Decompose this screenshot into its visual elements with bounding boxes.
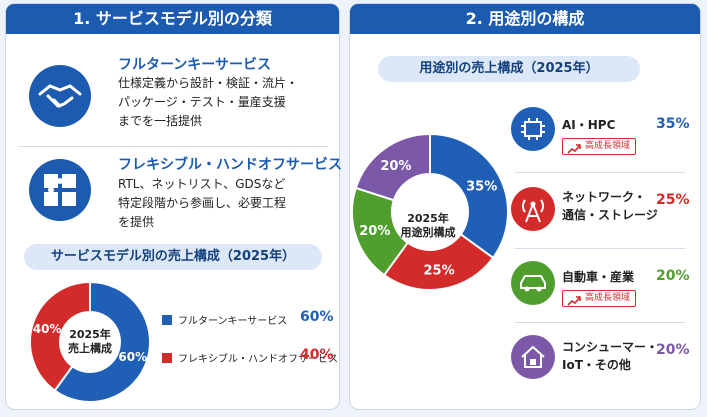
right-header: 2. 用途別の構成	[350, 4, 700, 34]
ai-icon	[511, 107, 555, 151]
category-value: 20%	[656, 342, 690, 358]
legend-swatch	[162, 315, 172, 325]
tag: 高成長領域	[562, 290, 637, 307]
value-label: 40%	[33, 322, 62, 336]
service-desc: RTL、ネットリスト、GDSなど 特定段階から参画し、必要工程 を提供	[118, 177, 287, 229]
center-label: 2025年 用途別構成	[400, 212, 456, 239]
category-label: コンシューマー・ IoT・その他	[562, 340, 659, 372]
category-value: 20%	[656, 268, 690, 284]
service-name: フレキシブル・ハンドオフサービス	[118, 157, 342, 173]
donut-segment	[354, 132, 431, 202]
donut-segment	[382, 232, 495, 291]
service-desc: 仕様定義から設計・検証・流片・ パッケージ・テスト・量産支援 までを一括提供	[118, 76, 299, 128]
donut: 60% 40%	[29, 280, 151, 403]
legend-swatch	[162, 353, 172, 363]
tag-icon	[567, 140, 581, 154]
value-label: 20%	[380, 159, 411, 174]
legend-value: 40%	[300, 347, 334, 363]
donut: 35% 25% 20% 20%	[351, 132, 509, 291]
legend-label: フルターンキーサービス	[178, 316, 288, 327]
divider	[515, 322, 685, 323]
donut-segment	[53, 280, 151, 403]
service-name: フルターンキーサービス	[118, 57, 272, 73]
chart-title: 用途別の売上構成（2025年）	[378, 56, 640, 82]
category-value: 35%	[656, 116, 690, 132]
value-label: 60%	[118, 350, 147, 364]
value-label: 25%	[424, 263, 455, 278]
tag: 高成長領域	[562, 138, 637, 155]
value-label: 20%	[359, 224, 390, 239]
car-icon	[511, 261, 555, 305]
divider	[515, 248, 685, 249]
tag-icon	[567, 292, 581, 306]
donut-segment	[429, 132, 509, 260]
handshake-icon	[29, 65, 91, 127]
category-value: 25%	[656, 192, 690, 208]
puzzle-icon	[29, 159, 91, 221]
category-label: ネットワーク・ 通信・ストレージ	[562, 190, 658, 222]
chart-title: サービスモデル別の売上構成（2025年）	[24, 244, 322, 270]
tower-icon	[511, 187, 555, 231]
legend-label: フレキシブル・ハンドオフサービス	[178, 354, 338, 365]
divider	[515, 172, 685, 173]
legend-value: 60%	[300, 309, 334, 325]
home-icon	[511, 335, 555, 379]
value-label: 35%	[466, 180, 497, 195]
category-label: 自動車・産業	[562, 270, 635, 284]
category-label: AI・HPC	[562, 118, 616, 132]
divider	[18, 146, 328, 147]
left-header: 1. サービスモデル別の分類	[6, 4, 339, 34]
donut-segment	[29, 280, 91, 392]
center-label: 2025年 売上構成	[68, 328, 112, 355]
